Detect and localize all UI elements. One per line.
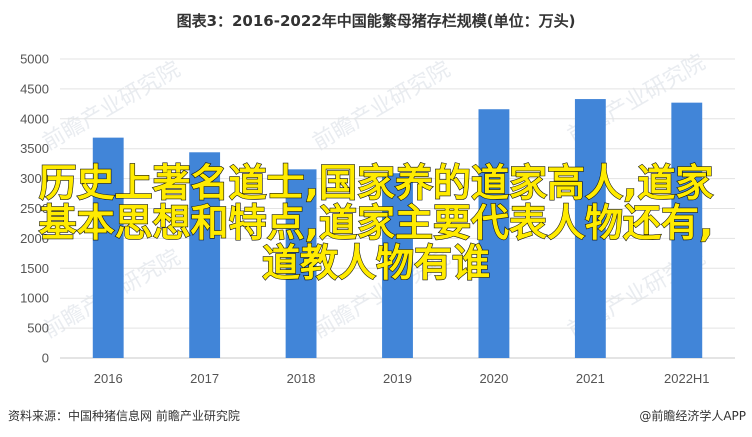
y-tick-label: 3500 <box>20 141 49 156</box>
y-tick-label: 0 <box>42 351 49 366</box>
bar-2022H1 <box>671 102 703 359</box>
y-tick-label: 500 <box>27 321 49 336</box>
x-tick-label: 2019 <box>383 371 412 386</box>
y-tick-label: 1000 <box>20 291 49 306</box>
brand-label: @前瞻经济学人APP <box>639 408 746 423</box>
overlay-line: 道教人物有谁 <box>262 241 490 285</box>
bar-2021 <box>574 99 606 358</box>
y-tick-labels: 0 500 1000 1500 2000 2500 3000 3500 4000 4500 5000 <box>20 52 49 366</box>
bar-2017 <box>189 152 221 358</box>
y-tick-label: 2500 <box>20 201 49 216</box>
x-tick-label: 2018 <box>287 371 316 386</box>
y-tick-label: 3000 <box>20 171 49 186</box>
chart-title: 图表3：2016-2022年中国能繁母猪存栏规模(单位：万头) <box>177 12 576 30</box>
y-tick-label: 4000 <box>20 111 49 126</box>
bar-2020 <box>478 109 510 359</box>
overlay-line: 基本思想和特点,道家主要代表人物还有, <box>39 201 714 245</box>
y-tick-label: 4500 <box>20 81 49 96</box>
x-tick-label: 2017 <box>190 371 219 386</box>
bar-2016 <box>92 137 124 358</box>
y-tick-label: 5000 <box>20 52 49 67</box>
watermark-text: 前瞻产业研究院 <box>309 57 455 156</box>
bar-2018 <box>285 169 317 358</box>
x-tick-label: 2022H1 <box>664 371 710 386</box>
x-tick-label: 2016 <box>94 371 123 386</box>
source-note: 资料来源：中国种猪信息网 前瞻产业研究院 <box>8 408 240 423</box>
y-tick-label: 2000 <box>20 231 49 246</box>
bars <box>92 99 703 359</box>
x-tick-label: 2020 <box>479 371 508 386</box>
bar-2019 <box>382 173 413 358</box>
x-tick-labels: 2016 2017 2018 2019 2020 2021 2022H1 <box>94 371 710 386</box>
y-tick-label: 1500 <box>20 261 49 276</box>
overlay-caption: 历史上著名道士,国家养的道家高人,道家基本思想和特点,道家主要代表人物还有,道教… <box>38 160 714 285</box>
x-tick-label: 2021 <box>576 371 605 386</box>
overlay-line: 历史上著名道士,国家养的道家高人,道家 <box>39 161 714 205</box>
